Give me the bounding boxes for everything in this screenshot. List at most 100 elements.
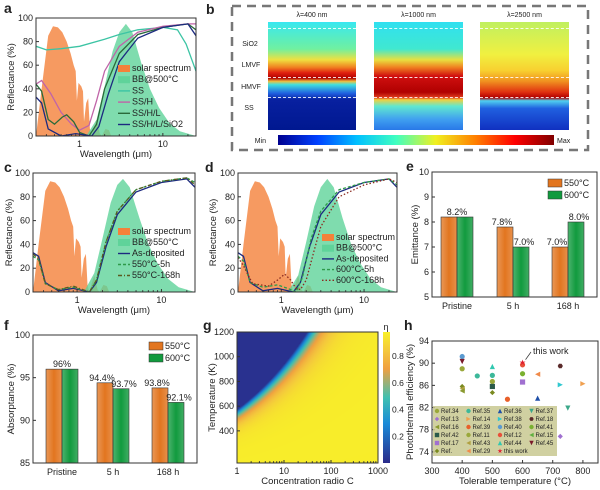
colorbar-tick-label: 0.8 xyxy=(392,351,404,361)
y-axis-label: Reflectance (%) xyxy=(6,43,17,111)
y-tick-label: 0 xyxy=(230,287,235,297)
bar-value-label: 8.0% xyxy=(569,212,590,222)
series-line xyxy=(36,26,196,72)
x-tick-label: 1 xyxy=(75,295,80,305)
field-map-400nm xyxy=(268,22,356,130)
data-point-ref18 xyxy=(557,363,563,369)
colorbar-tick-label: 0.2 xyxy=(392,431,404,441)
legend-entry: 600°C-5h xyxy=(336,264,374,274)
x-axis-label: Concentration radio C xyxy=(261,476,354,487)
legend-swatch xyxy=(322,234,334,241)
series-area xyxy=(86,23,196,136)
legend-box-h xyxy=(433,406,557,456)
legend-entry: Ref.17 xyxy=(441,441,459,447)
y-tick-label: 86 xyxy=(419,380,429,390)
y-axis-label: Emittance (%) xyxy=(410,205,421,265)
colorbar-b xyxy=(278,135,554,145)
category-label: Pristine xyxy=(47,467,77,477)
layer-interface-line xyxy=(268,77,356,78)
panel-letter-c: c xyxy=(4,159,12,175)
legend-marker-icon xyxy=(434,424,440,430)
data-point-ref xyxy=(489,389,495,396)
category-label: 5 h xyxy=(107,467,120,477)
legend-entry: Ref.16 xyxy=(441,425,459,431)
plot-frame-c xyxy=(32,172,196,293)
legend-entry: 600°C xyxy=(165,353,191,363)
legend-entry: BB@500°C xyxy=(132,74,179,84)
data-point-ref45 xyxy=(459,358,465,365)
axes-d: 0 20 40 60 80 100 1 10 Wavelength (μm) Reflectanc… xyxy=(208,168,390,316)
legend-entry: Ref.15 xyxy=(536,433,554,439)
data-point-ref17 xyxy=(519,379,526,385)
legend-marker-icon xyxy=(466,416,471,422)
legend-marker-icon xyxy=(497,432,503,438)
legend-swatch xyxy=(148,353,164,363)
data-point-ref14 xyxy=(580,381,586,387)
y-tick-label: 60 xyxy=(23,60,33,70)
y-axis-label: Photothermal efficiency (%) xyxy=(405,344,416,460)
series-area xyxy=(33,181,110,292)
data-point-ref38 xyxy=(557,382,563,388)
panel-letter-d: d xyxy=(205,159,214,175)
panel-letter-g: g xyxy=(203,317,212,333)
legend-entry: 600°C-168h xyxy=(336,275,384,285)
layer-interface-line xyxy=(374,97,463,98)
x-tick-label: 1 xyxy=(234,466,239,476)
y-axis-label: Temperature (K) xyxy=(207,363,218,432)
legend-entry: Ref.35 xyxy=(473,409,491,415)
y-tick-label: 9 xyxy=(424,192,429,202)
legend-swatch xyxy=(118,65,130,72)
legend-entry: SS/H xyxy=(132,97,153,107)
legend-entry: 550°C xyxy=(564,178,590,188)
plot-area-c xyxy=(33,177,195,292)
y-tick-label: 400 xyxy=(219,426,234,436)
legend-entry: SS xyxy=(132,85,144,95)
legend-entry: SS/H/L/SiO2 xyxy=(132,119,183,129)
legend-marker-icon xyxy=(529,417,534,421)
x-tick-label: 10 xyxy=(279,466,289,476)
axes-h: 74 78 82 86 90 94 300 400 500 600 700 800 Tolerable … xyxy=(405,336,590,487)
legend-marker-icon xyxy=(497,416,503,422)
y-tick-label: 5 xyxy=(424,292,429,302)
plot-area-a xyxy=(36,23,196,136)
y-tick-label: 40 xyxy=(225,239,235,249)
legend-entry: this work xyxy=(504,449,529,455)
field-map-2500nm xyxy=(480,22,569,130)
x-axis-label: Wavelength (μm) xyxy=(78,305,150,316)
legend-entry: Ref.45 xyxy=(536,441,554,447)
legend-entry: 550°C xyxy=(165,341,191,351)
layer-interface-line xyxy=(374,28,463,29)
bar-600°C-168 h xyxy=(567,221,585,298)
legend-marker-icon xyxy=(497,408,503,414)
legend-entry: Ref.14 xyxy=(473,417,491,423)
panel-letter-b: b xyxy=(206,1,215,17)
data-point-ref42 xyxy=(489,383,495,390)
y-tick-label: 40 xyxy=(23,84,33,94)
x-tick-label: 800 xyxy=(575,466,590,476)
colorbar-g xyxy=(383,332,390,463)
x-tick-label: 1 xyxy=(279,295,284,305)
bar-550°C-Pristine xyxy=(45,368,63,464)
y-tick-label: 20 xyxy=(20,263,30,273)
layer-interface-line xyxy=(268,28,356,29)
legend-marker-icon xyxy=(466,408,471,414)
y-axis-label: Absorptance (%) xyxy=(6,364,17,435)
data-point-ref11 xyxy=(489,378,495,385)
legend-entry: Ref.40 xyxy=(504,425,522,431)
data-point-ref36 xyxy=(535,395,541,401)
y-axis-label: Reflectance (%) xyxy=(4,199,15,267)
legend-entry: solar spectrum xyxy=(132,226,191,236)
plot-frame-e xyxy=(431,171,598,298)
layer-label: HMVF xyxy=(241,84,261,91)
legend-marker-icon xyxy=(529,440,534,446)
bar-550°C-168 h xyxy=(551,246,569,298)
colorbar-max-label: Max xyxy=(557,138,571,145)
legend-entry: SS/H/L xyxy=(132,108,161,118)
x-axis-label: Tolerable temperature (°C) xyxy=(459,476,571,487)
x-tick-label: 10 xyxy=(359,295,369,305)
plot-frame-h xyxy=(431,340,599,464)
legend-swatch xyxy=(118,76,130,84)
legend-entry: 600°C xyxy=(564,190,590,200)
legend-entry: Ref.41 xyxy=(536,425,554,431)
